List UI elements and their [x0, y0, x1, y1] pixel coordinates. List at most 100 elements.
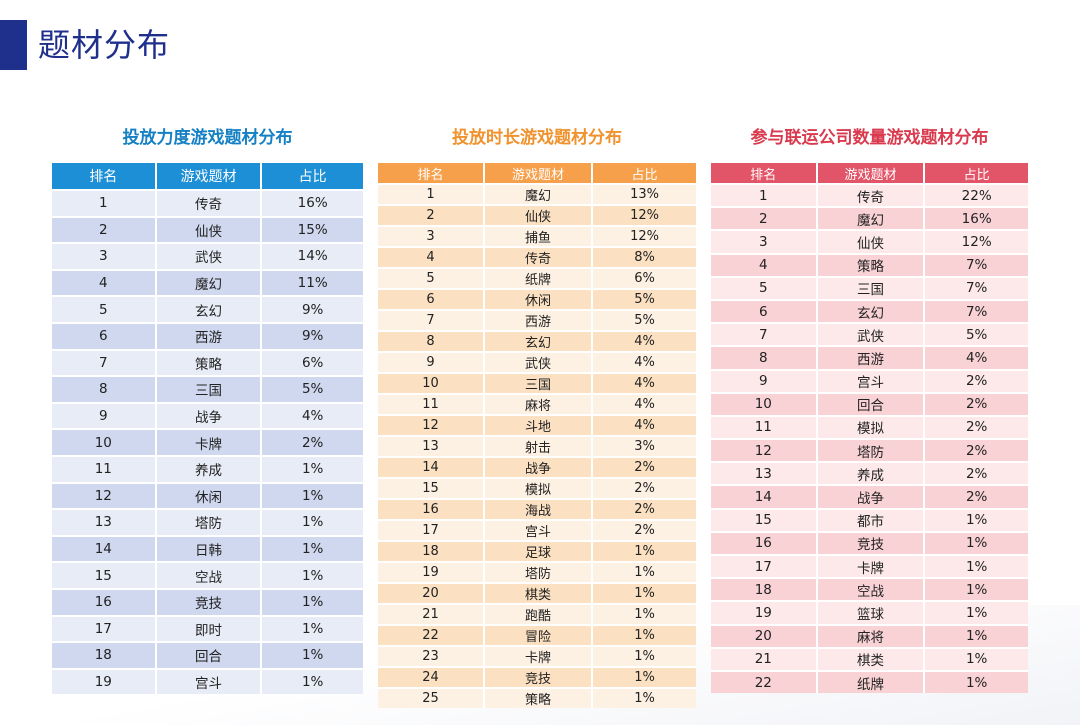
share-cell: 4% — [591, 414, 696, 435]
share-cell: 2% — [591, 477, 696, 498]
share-cell: 2% — [923, 438, 1028, 462]
rank-cell: 8 — [52, 375, 155, 402]
genre-cell: 足球 — [482, 540, 592, 561]
table-row: 12 塔防 2% — [711, 438, 1028, 462]
data-table: 排名 游戏题材 占比 1 传奇 22% 2 魔幻 16% 3 仙侠 12% 4 策略 7% 5 三国 7% 6 玄幻… — [711, 163, 1028, 694]
share-cell: 5% — [260, 375, 363, 402]
genre-cell: 塔防 — [482, 561, 592, 582]
genre-cell: 卡牌 — [815, 554, 924, 578]
rank-cell: 6 — [711, 298, 816, 323]
rank-cell: 24 — [378, 666, 483, 687]
column-header: 占比 — [260, 163, 363, 189]
genre-cell: 棋类 — [815, 646, 924, 670]
rank-cell: 18 — [378, 540, 483, 561]
table-row: 16 竞技 1% — [711, 530, 1028, 554]
title-accent-bar — [0, 20, 27, 70]
rank-cell: 12 — [52, 481, 155, 509]
share-cell: 8% — [591, 246, 696, 267]
genre-cell: 西游 — [815, 345, 924, 369]
table-row: 12 斗地 4% — [378, 414, 696, 435]
share-cell: 1% — [260, 614, 363, 642]
rank-cell: 14 — [378, 456, 483, 477]
rank-cell: 2 — [378, 204, 483, 225]
data-table: 排名 游戏题材 占比 1 魔幻 13% 2 仙侠 12% 3 捕鱼 12% 4 传奇 8% 5 纸牌 6% 6 休闲… — [378, 163, 696, 708]
rank-cell: 8 — [711, 345, 816, 369]
table-row: 19 宫斗 1% — [52, 667, 363, 695]
genre-cell: 竞技 — [154, 587, 261, 615]
table-row: 21 棋类 1% — [711, 646, 1028, 670]
share-cell: 7% — [923, 275, 1028, 299]
table-row: 16 海战 2% — [378, 498, 696, 519]
table-block-partner-count: 参与联运公司数量游戏题材分布 排名 游戏题材 占比 1 传奇 22% 2 魔幻 16% 3 仙侠 1… — [711, 127, 1028, 697]
table-row: 13 养成 2% — [711, 461, 1028, 485]
table-row: 7 武侠 5% — [711, 322, 1028, 346]
genre-cell: 空战 — [815, 577, 924, 601]
table-row: 20 麻将 1% — [711, 623, 1028, 647]
table-row: 10 三国 4% — [378, 372, 696, 393]
genre-cell: 空战 — [154, 561, 261, 588]
table-caption: 投放时长游戏题材分布 — [452, 128, 622, 148]
genre-cell: 宫斗 — [815, 368, 924, 392]
genre-cell: 麻将 — [482, 393, 592, 414]
table-row: 8 西游 4% — [711, 345, 1028, 369]
table-row: 12 休闲 1% — [52, 481, 363, 509]
table-row: 16 竞技 1% — [52, 587, 363, 615]
share-cell: 1% — [260, 534, 363, 562]
genre-cell: 斗地 — [482, 414, 592, 435]
share-cell: 4% — [591, 372, 696, 393]
rank-cell: 18 — [52, 641, 155, 668]
column-header: 排名 — [711, 163, 816, 183]
genre-cell: 宫斗 — [154, 667, 261, 695]
rank-cell: 15 — [52, 561, 155, 588]
share-cell: 22% — [923, 183, 1028, 207]
share-cell: 2% — [923, 391, 1028, 415]
share-cell: 3% — [591, 435, 696, 456]
genre-cell: 模拟 — [482, 477, 592, 498]
share-cell: 1% — [591, 666, 696, 687]
rank-cell: 10 — [378, 372, 483, 393]
rank-cell: 5 — [711, 275, 816, 299]
share-cell: 5% — [591, 309, 696, 330]
column-header: 排名 — [378, 163, 483, 183]
genre-cell: 篮球 — [815, 600, 924, 624]
rank-cell: 7 — [711, 322, 816, 346]
share-cell: 7% — [923, 252, 1028, 276]
share-cell: 1% — [923, 600, 1028, 624]
table-row: 2 魔幻 16% — [711, 206, 1028, 230]
share-cell: 4% — [591, 351, 696, 372]
genre-cell: 西游 — [482, 309, 592, 330]
table-block-ad-duration: 投放时长游戏题材分布 排名 游戏题材 占比 1 魔幻 13% 2 仙侠 12% 3 捕鱼 12% 4 传… — [378, 127, 696, 708]
table-row: 4 魔幻 11% — [52, 268, 363, 296]
table-caption: 参与联运公司数量游戏题材分布 — [750, 128, 989, 148]
share-cell: 6% — [591, 267, 696, 288]
table-row: 6 西游 9% — [52, 321, 363, 349]
genre-cell: 战争 — [815, 484, 924, 508]
rank-cell: 14 — [52, 534, 155, 562]
share-cell: 2% — [591, 456, 696, 477]
table-row: 9 战争 4% — [52, 401, 363, 429]
table-row: 7 策略 6% — [52, 348, 363, 376]
table-row: 24 竞技 1% — [378, 666, 696, 687]
rank-cell: 13 — [52, 508, 155, 535]
table-row: 11 麻将 4% — [378, 393, 696, 414]
rank-cell: 22 — [711, 669, 816, 694]
genre-cell: 传奇 — [154, 189, 261, 216]
genre-cell: 策略 — [154, 348, 261, 376]
genre-cell: 仙侠 — [815, 229, 924, 253]
genre-cell: 纸牌 — [482, 267, 592, 288]
genre-cell: 仙侠 — [154, 215, 261, 243]
share-cell: 1% — [591, 540, 696, 561]
share-cell: 2% — [923, 461, 1028, 485]
share-cell: 1% — [260, 641, 363, 668]
share-cell: 12% — [923, 229, 1028, 253]
genre-cell: 玄幻 — [815, 298, 924, 323]
rank-cell: 17 — [52, 614, 155, 642]
share-cell: 4% — [591, 330, 696, 351]
table-row: 9 宫斗 2% — [711, 368, 1028, 392]
rank-cell: 18 — [711, 577, 816, 601]
genre-cell: 射击 — [482, 435, 592, 456]
rank-cell: 9 — [378, 351, 483, 372]
table-row: 22 冒险 1% — [378, 624, 696, 645]
table-row: 6 玄幻 7% — [711, 298, 1028, 323]
rank-cell: 25 — [378, 687, 483, 708]
